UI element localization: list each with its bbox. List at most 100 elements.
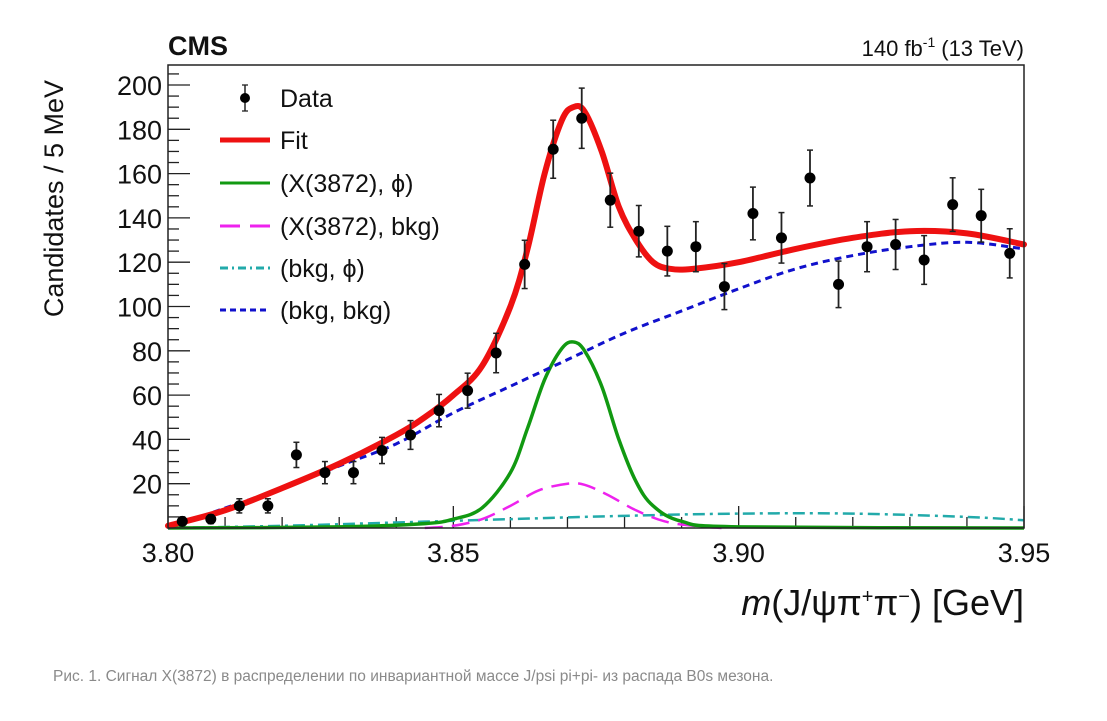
data-point — [861, 220, 873, 273]
data-marker — [176, 515, 188, 527]
data-point — [604, 172, 616, 228]
y-tick-label: 40 — [132, 425, 162, 455]
data-point — [347, 460, 359, 485]
bkg-phi-curve — [167, 512, 1025, 530]
data-point — [233, 498, 245, 514]
data-marker — [690, 241, 702, 253]
data-marker — [290, 449, 302, 461]
data-marker — [661, 245, 673, 257]
data-marker — [319, 467, 331, 479]
x-label-mid: π — [873, 582, 898, 623]
data-point — [376, 436, 388, 465]
data-point — [718, 262, 730, 311]
data-point — [918, 234, 930, 286]
data-marker — [833, 278, 845, 290]
data-point — [290, 441, 302, 469]
legend-label: Fit — [280, 127, 308, 155]
x-label-body: (J/ψπ — [771, 582, 862, 623]
data-marker — [890, 238, 902, 250]
data-point — [1004, 228, 1016, 279]
legend-label: (bkg, ϕ) — [280, 255, 365, 283]
legend: Data Fit (X(3872), ϕ) (X(3872), bkg) (bkg, ϕ… — [220, 84, 440, 325]
figure-caption: Рис. 1. Сигнал X(3872) в распределении п… — [53, 668, 774, 685]
x3872-phi-curve — [167, 340, 1025, 530]
data-point — [833, 260, 845, 309]
data-point — [462, 372, 474, 409]
y-tick-label: 60 — [132, 381, 162, 411]
plot-frame — [167, 64, 1025, 529]
data-point — [661, 225, 673, 277]
legend-item: (bkg, bkg) — [220, 297, 391, 325]
data-point — [690, 220, 702, 273]
y-tick-label: 180 — [117, 115, 162, 145]
y-tick-label: 200 — [117, 71, 162, 101]
x-tick-label: 3.95 — [998, 538, 1051, 568]
legend-marker — [240, 93, 250, 103]
experiment-label: CMS — [168, 31, 228, 61]
lumi-value: 140 fb — [862, 36, 923, 61]
data-point — [576, 87, 588, 150]
legend-item: Data — [240, 84, 333, 113]
data-points — [176, 87, 1016, 527]
data-point — [405, 419, 417, 451]
data-marker — [347, 467, 359, 479]
y-axis-ticks: 20 40 60 80 100 120 140 160 180 200 — [117, 71, 190, 518]
data-point — [890, 218, 902, 271]
y-tick-label: 20 — [132, 470, 162, 500]
data-point — [947, 177, 959, 233]
x-tick-label: 3.85 — [427, 538, 480, 568]
y-tick-label: 100 — [117, 293, 162, 323]
data-point — [519, 239, 531, 290]
data-marker — [747, 207, 759, 219]
data-marker — [718, 281, 730, 293]
data-point — [433, 393, 445, 428]
y-axis-label: Candidates / 5 MeV — [39, 80, 69, 317]
data-point — [775, 211, 787, 264]
data-marker — [233, 500, 245, 512]
x-label-prefix: m — [741, 582, 771, 623]
legend-item: (X(3872), bkg) — [220, 213, 440, 241]
data-point — [804, 149, 816, 207]
data-marker — [633, 225, 645, 237]
data-marker — [376, 444, 388, 456]
data-marker — [804, 172, 816, 184]
y-tick-label: 160 — [117, 160, 162, 190]
fit-curve — [165, 102, 1027, 529]
data-point — [262, 498, 274, 514]
legend-label: (X(3872), ϕ) — [280, 170, 413, 198]
bkg-bkg-curve — [167, 240, 1025, 530]
data-marker — [1004, 247, 1016, 259]
legend-item: (X(3872), ϕ) — [220, 170, 413, 198]
data-marker — [519, 258, 531, 270]
data-point — [205, 513, 217, 525]
data-marker — [462, 385, 474, 397]
data-marker — [604, 194, 616, 206]
lumi-label: 140 fb-1 (13 TeV) — [862, 34, 1024, 61]
x-axis-label: m(J/ψπ+π−) [GeV] — [741, 582, 1024, 623]
data-marker — [205, 513, 217, 525]
data-marker — [975, 210, 987, 222]
data-point — [747, 186, 759, 241]
data-marker — [262, 500, 274, 512]
data-marker — [576, 112, 588, 124]
data-marker — [947, 199, 959, 211]
lumi-suffix: (13 TeV) — [941, 36, 1024, 61]
legend-item: Fit — [220, 127, 308, 155]
data-marker — [775, 232, 787, 244]
data-point — [633, 204, 645, 258]
lumi-exponent: -1 — [923, 34, 936, 50]
data-point — [490, 332, 502, 374]
data-point — [975, 188, 987, 243]
legend-label: (bkg, bkg) — [280, 297, 391, 325]
data-marker — [433, 405, 445, 417]
x-tick-label: 3.90 — [712, 538, 765, 568]
data-point — [176, 515, 188, 527]
x3872-bkg-curve — [424, 481, 722, 530]
y-tick-label: 80 — [132, 337, 162, 367]
data-point — [319, 460, 331, 485]
y-tick-label: 120 — [117, 248, 162, 278]
x-tick-label: 3.80 — [142, 538, 195, 568]
data-marker — [918, 254, 930, 266]
chart: CMS 140 fb-1 (13 TeV) 20 40 60 80 100 120 140 16… — [39, 31, 1051, 623]
legend-item: (bkg, ϕ) — [220, 255, 365, 283]
